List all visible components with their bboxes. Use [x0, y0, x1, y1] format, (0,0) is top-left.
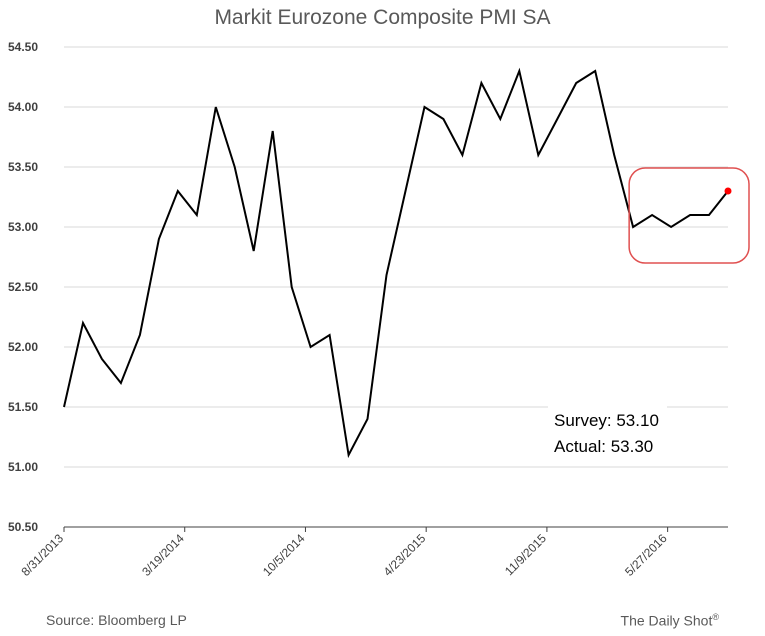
- x-tick-label: 3/19/2014: [139, 531, 187, 579]
- y-tick-label: 54.00: [8, 100, 38, 114]
- axes: [63, 526, 728, 532]
- y-tick-label: 54.50: [8, 40, 38, 54]
- pmi-series-line: [63, 67, 729, 459]
- y-tick-label: 52.50: [8, 280, 38, 294]
- y-tick-label: 52.00: [8, 340, 38, 354]
- y-tick-label: 51.50: [8, 400, 38, 414]
- y-tick-label: 51.00: [8, 460, 38, 474]
- brand-name: The Daily Shot: [620, 612, 713, 629]
- highlight-box: [628, 167, 750, 264]
- latest-point-marker: [724, 187, 732, 195]
- highlight: [628, 167, 750, 264]
- y-tick-label: 53.50: [8, 160, 38, 174]
- x-tick-label: 11/9/2015: [502, 531, 549, 578]
- survey-actual-annotation: Survey: 53.10 Actual: 53.30: [548, 406, 667, 466]
- chart-title: Markit Eurozone Composite PMI SA: [214, 6, 551, 29]
- y-tick-label: 53.00: [8, 220, 38, 234]
- registered-mark: ®: [712, 612, 719, 622]
- brand-text: The Daily Shot®: [621, 612, 719, 629]
- y-tick-label: 50.50: [8, 520, 38, 534]
- tick-labels: 50.50 51.00 51.50 52.00 52.50 53.00 53.50 54.00…: [8, 40, 670, 579]
- x-tick-label: 5/27/2016: [622, 531, 670, 579]
- source-text: Source: Bloomberg LP: [46, 612, 187, 628]
- survey-text: Survey: 53.10: [554, 411, 659, 430]
- x-tick-label: 10/5/2014: [260, 531, 308, 579]
- x-tick-label: 8/31/2013: [18, 531, 66, 579]
- actual-text: Actual: 53.30: [554, 437, 654, 456]
- x-tick-label: 4/23/2015: [381, 531, 429, 579]
- series: [63, 67, 729, 459]
